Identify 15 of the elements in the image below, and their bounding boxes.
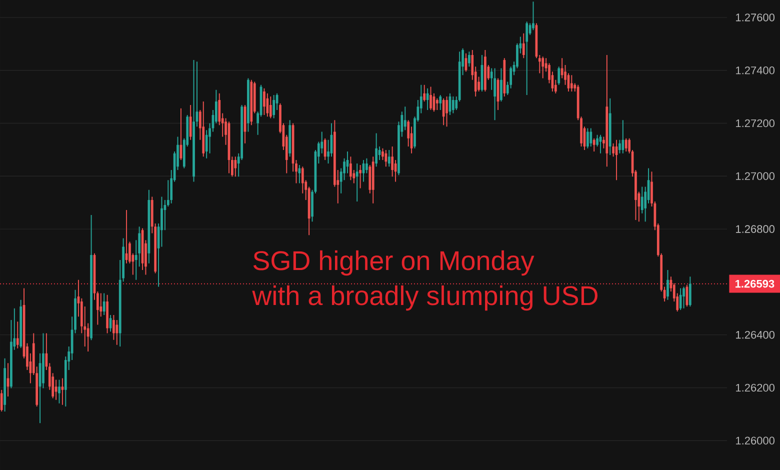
y-tick-label: 1.26800 [736, 225, 775, 233]
y-tick-label: 1.27200 [736, 119, 775, 128]
annotation: with a broadly slumping USD [252, 285, 598, 311]
y-tick-label: 1.26400 [736, 330, 775, 339]
candlestick [125, 210, 128, 264]
y-tick-label: 1.27600 [736, 14, 775, 22]
ref-line-label: 1.26593 [736, 280, 774, 288]
y-tick-label: 1.27400 [736, 66, 775, 74]
y-tick-label: 1.26200 [736, 384, 775, 392]
candlestick [359, 165, 362, 188]
candlestick [61, 378, 64, 405]
y-tick-label: 1.27000 [736, 172, 775, 180]
candlestick [356, 163, 358, 202]
y-tick-label: 1.26000 [736, 436, 775, 445]
annotation: SGD higher on Monday [253, 250, 534, 276]
